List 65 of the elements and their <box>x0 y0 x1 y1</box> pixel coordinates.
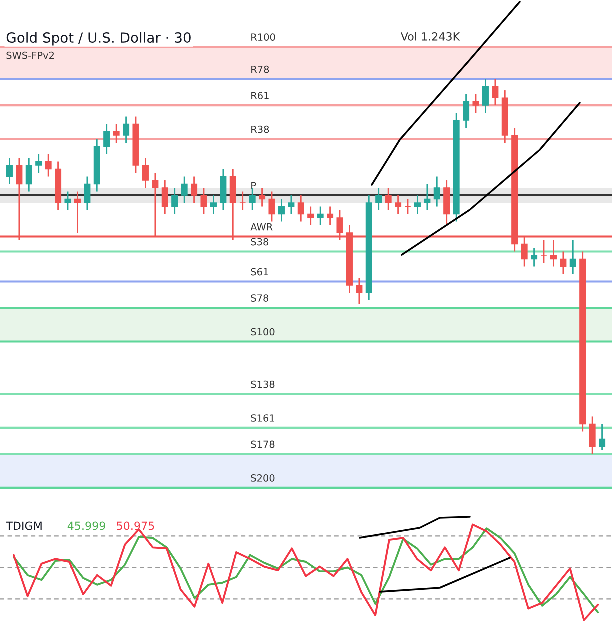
ref-line-label: R100 <box>252 34 276 41</box>
candlestick <box>74 191 81 234</box>
candlestick <box>356 277 363 305</box>
text: 45.999 <box>68 522 106 530</box>
candlestick <box>376 187 382 212</box>
candlestick <box>26 157 32 192</box>
candlestick <box>113 124 120 144</box>
candlestick <box>414 194 421 215</box>
candlestick <box>404 198 412 215</box>
candlestick <box>240 191 246 212</box>
ref-line-label: S38 <box>251 238 269 246</box>
candlestick <box>589 416 596 455</box>
candlestick <box>599 424 606 452</box>
chart-title: TDIGM <box>6 522 42 530</box>
chart-subtitle: SWS-FPv2 <box>6 52 54 60</box>
candlestick <box>298 194 304 222</box>
candlestick <box>560 251 567 275</box>
ref-line-label: S138 <box>251 380 275 388</box>
candlestick <box>531 247 538 268</box>
candlestick <box>482 78 489 114</box>
candlestick <box>492 78 499 106</box>
candlestick <box>200 187 208 215</box>
ref-line-label: AWR <box>250 223 273 231</box>
ref-line-label: R78 <box>252 66 270 74</box>
candlestick <box>162 180 168 215</box>
candlestick <box>172 187 178 215</box>
ref-line-label: S61 <box>251 268 268 276</box>
ref-line-label: S78 <box>251 294 269 302</box>
candlestick <box>268 191 276 222</box>
candlestick <box>142 157 149 189</box>
candlestick <box>191 176 198 204</box>
ref-line-label: R61 <box>252 92 269 100</box>
candlestick <box>6 157 13 185</box>
candlestick <box>104 124 110 155</box>
ref-line-label: S100 <box>251 328 275 336</box>
candlestick <box>278 198 285 222</box>
candlestick <box>434 176 440 208</box>
ref-line-label: S178 <box>251 440 275 448</box>
candlestick <box>45 154 52 178</box>
candlestick <box>259 187 266 208</box>
candlestick <box>570 240 576 275</box>
candlestick <box>308 206 314 226</box>
ref-line-label: S200 <box>251 474 275 482</box>
text: Vol 1.243K <box>400 32 460 41</box>
series-label: 50.975 <box>117 522 154 530</box>
candlestick <box>550 240 557 268</box>
candlestick <box>327 206 334 226</box>
ref-line-label: R38 <box>252 126 270 134</box>
ref-line-label: P <box>252 182 256 190</box>
candlestick <box>123 116 130 144</box>
candlestick <box>84 176 91 212</box>
candlestick <box>64 191 72 212</box>
ref-line-label: S161 <box>251 414 274 422</box>
candlestick <box>385 187 392 212</box>
candlestick <box>463 94 470 129</box>
candlestick <box>210 194 217 215</box>
candlestick <box>317 206 324 226</box>
candlestick <box>181 176 188 204</box>
candlestick <box>472 94 480 114</box>
candlestick <box>395 194 402 215</box>
candlestick <box>540 240 548 264</box>
chart-title: Gold Spot / U.S. Dollar · 30 <box>6 32 191 46</box>
candlestick <box>424 184 431 212</box>
candlestick <box>288 194 295 215</box>
candlestick <box>36 154 42 174</box>
